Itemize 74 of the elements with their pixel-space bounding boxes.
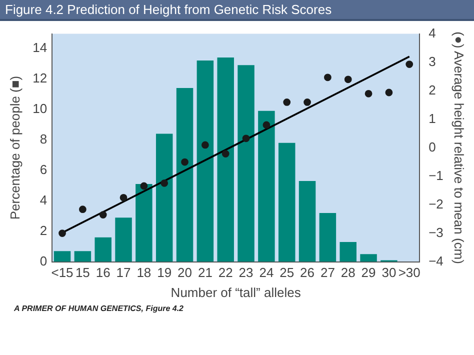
y-tick-label: 12 — [32, 70, 48, 86]
bar — [176, 88, 194, 262]
y2-tick-label: 2 — [428, 82, 436, 98]
point — [344, 76, 352, 84]
point — [283, 98, 291, 106]
x-axis-title: Number of “tall” alleles — [170, 284, 302, 300]
y-tick-label: 10 — [32, 100, 48, 116]
bar — [156, 134, 173, 262]
y2-tick-label: −1 — [428, 168, 444, 183]
chart-title: Figure 4.2 Prediction of Height from Genetic Risk Scores — [0, 0, 474, 21]
x-tick-label: 20 — [178, 265, 192, 280]
x-tick-label: 15 — [75, 265, 90, 280]
y2-tick-label: 3 — [428, 54, 436, 69]
point — [99, 211, 107, 218]
point — [222, 150, 230, 158]
y2-tick-label: 1 — [428, 110, 436, 126]
bar — [258, 110, 275, 262]
y-tick-label: 2 — [40, 222, 48, 238]
bar — [340, 242, 356, 262]
y2-tick-label: −3 — [428, 224, 444, 240]
bar — [238, 65, 254, 262]
y-tick-label: 0 — [40, 253, 48, 268]
y-tick-label: 14 — [32, 40, 48, 55]
x-tick-label: 30 — [382, 265, 396, 280]
point — [262, 121, 270, 129]
y2-tick-label: −2 — [428, 196, 444, 212]
bar — [196, 60, 214, 262]
y-tick-label: 6 — [40, 162, 48, 177]
x-tick-label: <15 — [51, 265, 74, 280]
bar — [136, 184, 152, 262]
x-tick-label: 26 — [300, 265, 315, 280]
x-tick-label: 24 — [259, 265, 274, 280]
x-tick-label: 25 — [280, 265, 294, 280]
bar — [360, 254, 377, 262]
point — [78, 206, 86, 214]
x-tick-label: 17 — [116, 265, 131, 280]
bar — [319, 213, 336, 262]
x-tick-label: 16 — [96, 265, 110, 280]
x-tick-label: 21 — [198, 265, 212, 280]
point — [324, 74, 332, 82]
point — [304, 98, 311, 106]
point — [406, 60, 414, 68]
y2-tick-label: 4 — [428, 25, 436, 40]
x-tick-label: >30 — [398, 265, 420, 280]
bar — [94, 237, 112, 262]
bar — [298, 180, 316, 262]
point — [140, 182, 148, 190]
x-tick-label: 28 — [340, 265, 356, 280]
bar — [115, 218, 132, 262]
point — [181, 158, 188, 166]
bar — [217, 57, 234, 262]
y-axis-title: Percentage of people (■) — [7, 76, 22, 220]
x-tick-label: 23 — [238, 265, 254, 280]
x-tick-label: 18 — [136, 265, 152, 280]
text: A PRIMER OF HUMAN GENETICS, Figure 4.2 — [14, 304, 184, 313]
y2-tick-label: −4 — [428, 253, 444, 268]
point — [364, 90, 372, 98]
point — [160, 179, 168, 187]
point — [58, 230, 66, 237]
point — [385, 88, 393, 96]
bar — [54, 251, 71, 262]
point — [242, 134, 250, 142]
x-tick-label: 19 — [157, 265, 172, 280]
y-tick-label: 8 — [40, 131, 48, 146]
x-tick-label: 22 — [218, 265, 233, 280]
bar — [278, 142, 296, 262]
point — [120, 194, 128, 202]
point — [201, 141, 209, 149]
x-tick-label: 29 — [361, 265, 376, 280]
y2-axis-title: (●) Average height relative to mean (cm) — [452, 32, 467, 264]
bar — [74, 251, 92, 262]
y-tick-label: 4 — [40, 192, 48, 208]
x-tick-label: 27 — [320, 265, 335, 280]
y2-tick-label: 0 — [428, 139, 436, 154]
